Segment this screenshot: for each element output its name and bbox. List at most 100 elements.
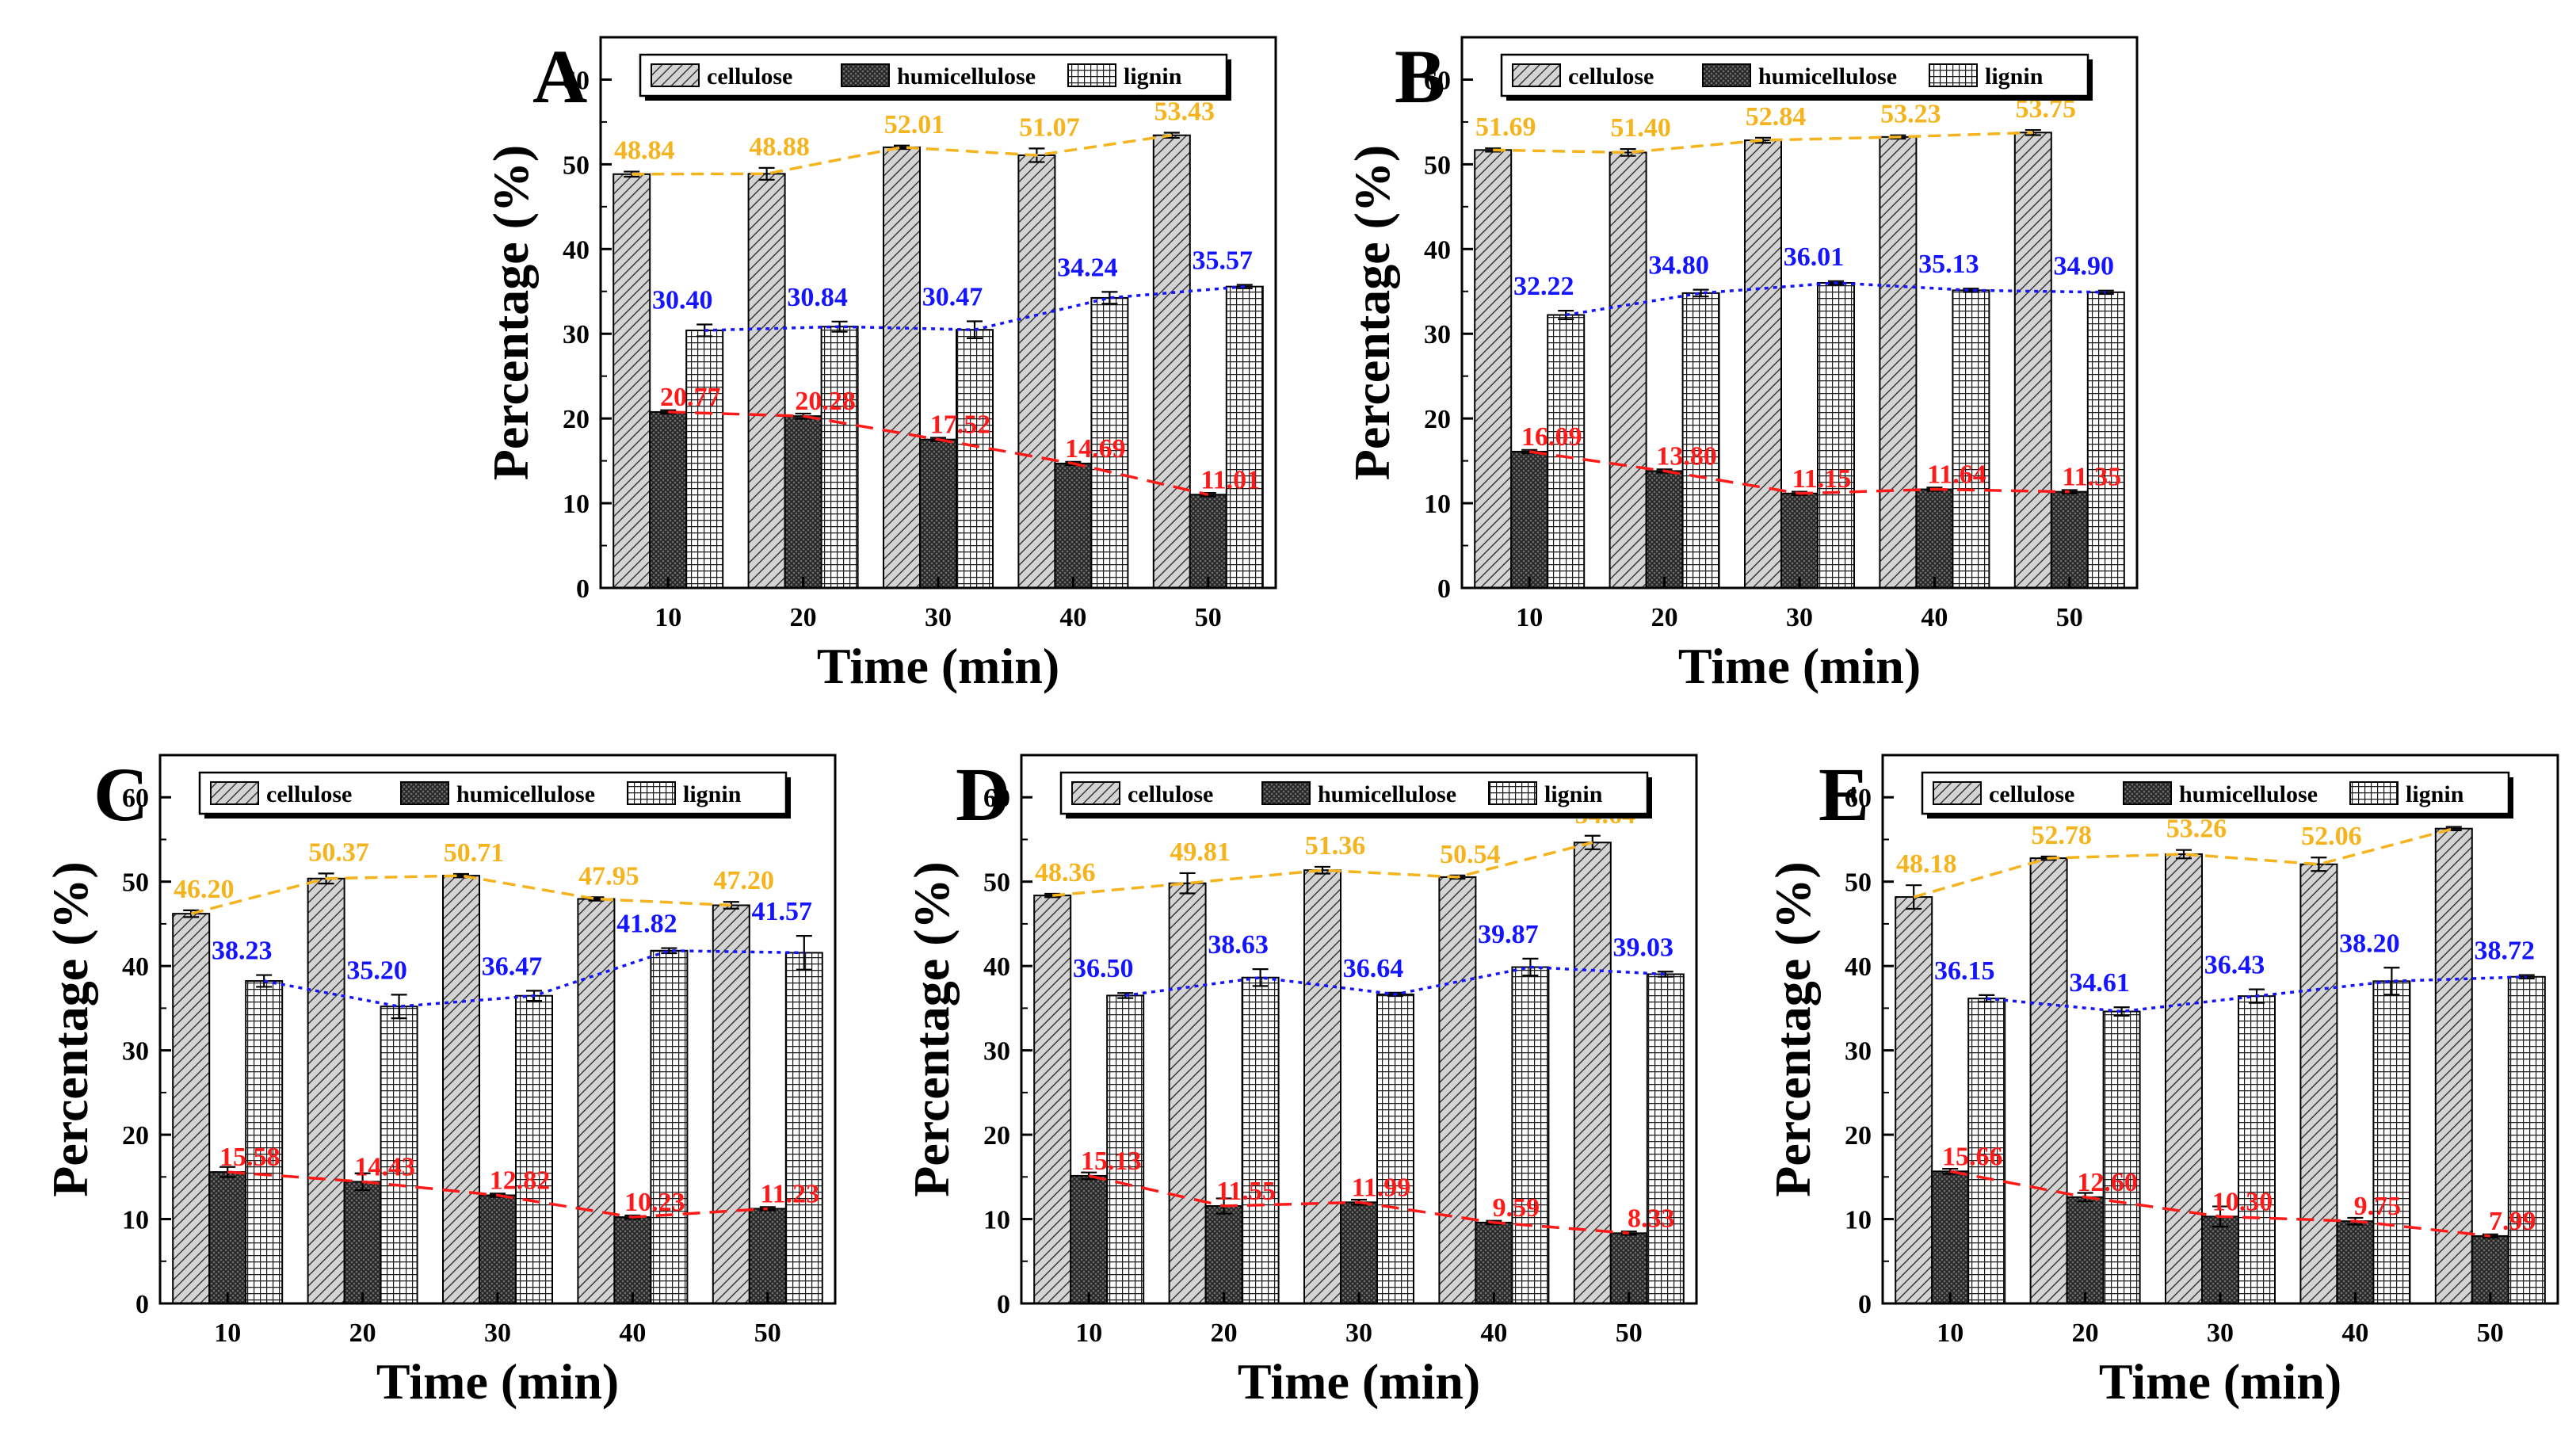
data-label-humicellulose-20: 12.60 [2077,1168,2138,1197]
data-label-cellulose-30: 51.36 [1305,831,1366,861]
data-label-cellulose-40: 51.07 [1019,113,1080,142]
y-tick-label: 30 [1424,320,1451,349]
bar-cellulose-30 [883,146,921,590]
bar-lignin-50 [1646,973,1685,1304]
data-label-cellulose-10: 46.20 [174,875,235,904]
x-tick-label: 40 [1921,603,1948,632]
legend-label-lignin: lignin [1544,781,1603,807]
data-label-cellulose-10: 48.84 [614,136,675,166]
legend-swatch-cellulose [1071,781,1120,805]
data-label-humicellulose-30: 11.15 [1792,464,1852,494]
bar-lignin-40 [1952,289,1990,589]
x-tick-label: 20 [1211,1318,1238,1348]
legend-swatch-humicellulose [400,781,449,805]
error-bar-cellulose-30 [1315,865,1330,875]
bar-lignin-50 [2086,291,2125,589]
data-label-lignin-20: 30.84 [787,283,848,312]
y-tick-label: 50 [563,151,590,180]
y-tick-label: 40 [1424,235,1451,265]
x-axis-label: Time (min) [2099,1353,2341,1410]
x-tick-label: 30 [1345,1318,1372,1348]
bar-humicellulose-40 [613,1216,652,1304]
panel-letter: B [1395,34,1445,119]
x-tick-label: 10 [1516,603,1543,632]
bar-humicellulose-40 [2336,1220,2375,1304]
legend: cellulose humicellulose lignin [198,771,791,819]
x-tick-label: 40 [1059,603,1086,632]
trend-line-humicellulose [1528,450,2070,495]
x-tick-label: 50 [2477,1318,2504,1348]
data-label-humicellulose-40: 9.59 [1493,1193,1540,1223]
x-tick-label: 50 [1616,1318,1643,1348]
legend-label-lignin: lignin [1124,63,1182,90]
bar-cellulose-10 [1033,895,1072,1304]
trend-line-lignin [263,949,804,1009]
data-label-lignin-30: 36.43 [2204,951,2265,980]
bar-lignin-40 [1511,966,1550,1304]
data-label-cellulose-40: 50.54 [1440,840,1501,869]
x-tick-label: 30 [484,1318,511,1348]
error-bar-cellulose-50 [1163,132,1180,139]
y-tick-label: 0 [997,1290,1010,1319]
data-label-cellulose-10: 51.69 [1475,113,1536,142]
legend-swatch-humicellulose [1702,63,1751,87]
legend-label-cellulose: cellulose [1989,781,2074,807]
bar-humicellulose-10 [1510,450,1549,589]
error-bar-lignin-30 [967,320,983,339]
trend-line-humicellulose [668,410,1209,496]
data-label-cellulose-20: 49.81 [1170,838,1231,867]
bar-humicellulose-40 [1915,488,1954,590]
bar-humicellulose-20 [1204,1205,1243,1304]
data-label-lignin-10: 36.50 [1073,954,1134,983]
data-label-humicellulose-10: 15.58 [219,1143,280,1172]
y-axis-label: Percentage (%) [483,145,539,481]
data-label-humicellulose-30: 12.82 [490,1166,551,1196]
data-label-cellulose-10: 48.18 [1896,849,1957,879]
data-label-lignin-10: 38.23 [212,937,273,966]
error-bar-cellulose-20 [758,166,775,181]
x-tick-label: 40 [619,1318,646,1348]
legend-label-humicellulose: humicellulose [1758,63,1897,90]
panel-e: E48.1852.7853.2652.0656.2915.6612.6010.3… [1765,752,2559,1410]
data-label-lignin-20: 38.63 [1208,930,1269,960]
trend-line-cellulose [1913,827,2455,899]
data-label-cellulose-30: 52.01 [884,110,945,139]
data-label-cellulose-20: 48.88 [749,132,810,162]
y-tick-label: 0 [576,574,590,604]
data-label-cellulose-20: 52.78 [2031,821,2092,850]
y-tick-label: 40 [983,952,1010,982]
bar-lignin-40 [1090,296,1129,589]
bar-lignin-20 [2102,1010,2141,1304]
data-label-humicellulose-50: 8.33 [1628,1204,1675,1233]
y-tick-label: 10 [1845,1206,1872,1235]
legend-swatch-lignin [1929,63,1978,87]
legend: cellulose humicellulose lignin [1059,771,1652,819]
bar-cellulose-40 [2299,863,2338,1304]
bar-humicellulose-50 [2050,490,2089,590]
bar-lignin-30 [1817,281,1855,589]
bar-lignin-50 [1225,285,1264,589]
bar-cellulose-50 [2434,827,2473,1304]
bar-humicellulose-10 [208,1171,247,1305]
legend-swatch-lignin [1067,63,1116,87]
legend-label-lignin: lignin [683,781,742,807]
bar-humicellulose-30 [919,438,957,589]
trend-line-cellulose [1493,131,2033,155]
panel-c: C 46.20 50.37 50.71 47.95 47.20 15.58 14.43 12.8… [42,752,837,1410]
data-label-humicellulose-10: 15.66 [1942,1142,2003,1171]
data-label-humicellulose-30: 11.99 [1352,1173,1411,1202]
bar-humicellulose-40 [1054,462,1093,589]
bar-lignin-30 [1376,993,1414,1304]
bar-cellulose-10 [1895,896,1933,1305]
data-label-lignin-50: 39.03 [1613,933,1674,962]
bar-cellulose-50 [2013,132,2052,590]
panel-letter: E [1818,752,1869,837]
data-label-cellulose-50: 47.20 [714,866,775,895]
data-label-cellulose-40: 52.06 [2301,822,2362,851]
bar-humicellulose-30 [1780,492,1818,589]
y-tick-label: 60 [563,66,590,95]
legend-label-humicellulose: humicellulose [456,781,595,807]
error-bar-cellulose-30 [1755,136,1771,144]
y-tick-label: 20 [1845,1121,1872,1151]
data-label-lignin-30: 30.47 [922,283,983,312]
